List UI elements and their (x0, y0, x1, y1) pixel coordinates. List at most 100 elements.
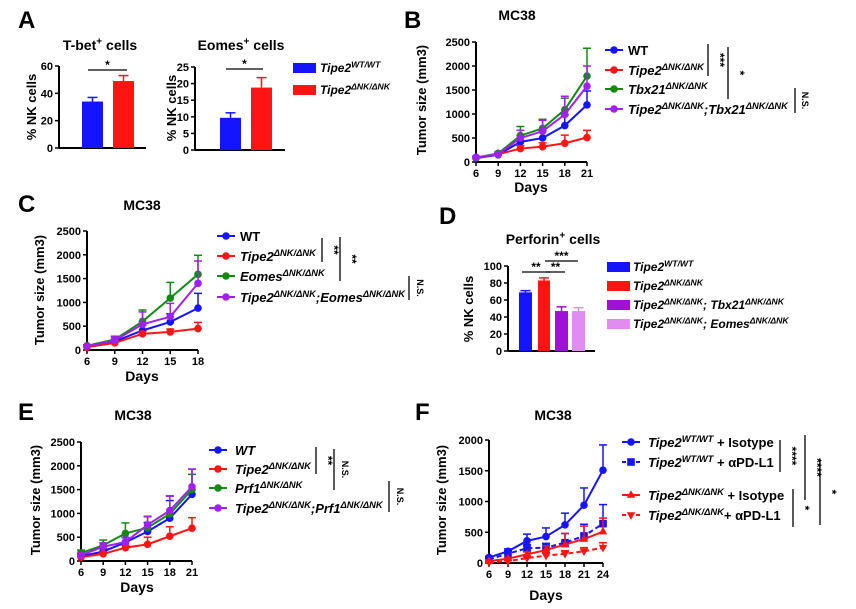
data-point (99, 550, 107, 558)
data-point (166, 328, 175, 336)
x-tick-label: 18 (192, 356, 204, 368)
data-point (516, 134, 525, 142)
significance-label: * (733, 71, 747, 76)
significance-label: *** (554, 249, 568, 263)
bar (555, 311, 568, 351)
series-line (472, 65, 591, 161)
data-point (121, 529, 130, 538)
data-point (138, 330, 147, 338)
text-part: WT (240, 229, 260, 244)
data-point (143, 540, 152, 549)
y-axis-label: % NK cells (164, 75, 179, 141)
x-tick-label: 15 (141, 567, 153, 579)
y-tick-label: 0 (496, 346, 502, 358)
data-point (560, 539, 570, 548)
data-point (598, 544, 608, 553)
y-tick-label: 1500 (51, 485, 75, 497)
significance-label: ** (345, 254, 359, 264)
legend-label: Tipe2ΔNK/ΔNK (240, 248, 317, 264)
superscript: ΔNK/ΔNK (663, 277, 704, 287)
data-point (143, 521, 152, 529)
legend-label: Prf1ΔNK/ΔNK (235, 480, 304, 496)
legend-marker (214, 446, 222, 454)
legend-marker (214, 484, 222, 492)
text-part: cells (249, 37, 284, 53)
text-part: cells (102, 37, 137, 53)
text-part: Tipe2 (633, 317, 664, 331)
superscript: WT/WT (682, 434, 715, 444)
significance-label: N.S. (415, 279, 425, 297)
legend-marker (222, 272, 230, 280)
text-part: Tbx21 (710, 298, 745, 312)
x-axis-label: Days (529, 587, 563, 603)
significance-label: * (242, 57, 247, 71)
superscript: ΔNK/ΔNK (268, 500, 312, 510)
superscript: ΔNK/ΔNK (661, 62, 705, 72)
y-tick-label: 0 (47, 143, 53, 155)
x-tick-label: 12 (136, 356, 148, 368)
chart-panel-C: 0 500 1000 1500 2000 2500 Tumor size (mm3) MC38… (32, 197, 425, 384)
y-tick-label: 0 (75, 345, 81, 357)
significance-label: *** (713, 53, 727, 67)
text-part: WT (628, 43, 648, 58)
data-point (541, 545, 551, 553)
text-part: ; (703, 317, 710, 331)
series-line (77, 473, 196, 557)
superscript: + (559, 231, 565, 242)
legend-swatch (293, 63, 316, 73)
text-part: MC38 (123, 197, 161, 213)
legend-marker (610, 66, 618, 74)
legend-label: WT (235, 443, 256, 458)
chart-panel-E: 0 500 1000 1500 2000 2500 Tumor size (mm3) MC38… (28, 407, 405, 595)
data-point (503, 558, 513, 566)
legend-label: Tipe2ΔNK/ΔNK;EomesΔNK/ΔNK (240, 289, 406, 305)
series-line (472, 90, 591, 162)
text-part: Tipe2 (633, 260, 664, 274)
legend-marker (222, 293, 230, 301)
y-tick-label: 60 (490, 295, 502, 307)
series-path (80, 486, 193, 557)
x-tick-label: 18 (559, 569, 571, 581)
data-point (166, 312, 175, 321)
text-part: Perforin (506, 231, 560, 247)
x-tick-label: 12 (514, 168, 526, 180)
superscript: ΔNK/ΔNK (362, 289, 406, 299)
y-tick-label: 10 (177, 112, 189, 124)
x-tick-label: 18 (559, 168, 571, 180)
text-part: Tipe2 (628, 102, 662, 117)
legend-label: Tipe2ΔNK/ΔNK;Tbx21ΔNK/ΔNK (628, 101, 789, 117)
data-point (583, 133, 591, 142)
significance-label: N.S. (800, 92, 810, 110)
y-axis-label: % NK cells (24, 74, 39, 140)
chart-title: Eomes+ cells (198, 37, 285, 53)
y-tick-label: 60 (41, 61, 53, 73)
x-tick-label: 9 (112, 356, 118, 368)
superscript: ΔNK/ΔNK (681, 487, 725, 497)
legend-marker (626, 512, 636, 520)
legend-label: EomesΔNK/ΔNK (240, 268, 326, 284)
legend-swatch (607, 300, 630, 310)
text-part: Prf1 (235, 481, 260, 496)
y-tick-label: 2500 (446, 37, 470, 49)
y-tick-label: 20 (490, 329, 502, 341)
y-tick-label: 1500 (459, 466, 483, 478)
data-point (583, 82, 591, 90)
data-point (194, 279, 202, 288)
panel-letter: F (415, 399, 430, 426)
legend-marker (214, 504, 222, 512)
data-point (538, 127, 547, 136)
data-point (560, 550, 570, 559)
legend-label: Tipe2WT/WT + Isotype (648, 434, 774, 450)
y-tick-label: 1500 (446, 85, 470, 97)
chart-panel-A1: 0 20 40 60% NK cells T-bet+ cells * (24, 37, 146, 155)
significance-label: * (825, 490, 839, 495)
data-point (121, 543, 130, 552)
y-axis-label: Tumor size (mm3) (414, 45, 429, 155)
x-tick-label: 24 (597, 569, 610, 581)
significance-label: ** (531, 260, 541, 274)
y-tick-label: 100 (484, 261, 502, 273)
legend-marker (627, 438, 635, 446)
chart-panel-B: 0 500 1000 1500 2000 2500 Tumor size (mm3) MC38… (414, 7, 810, 195)
x-tick-label: 15 (164, 356, 176, 368)
